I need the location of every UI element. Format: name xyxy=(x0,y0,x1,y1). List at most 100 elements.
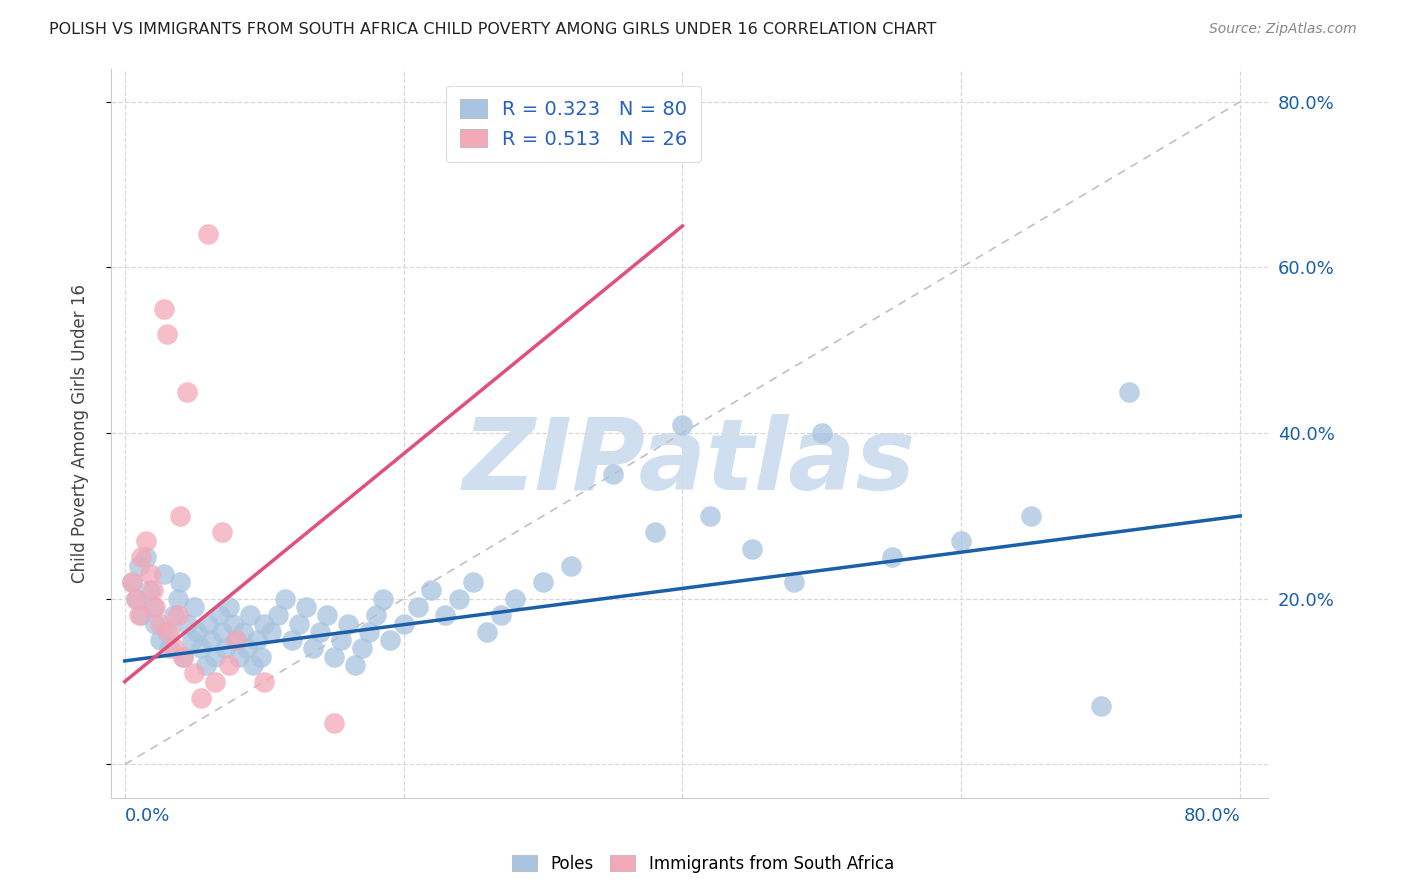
Point xyxy=(172,649,194,664)
Point xyxy=(125,591,148,606)
Point xyxy=(157,641,180,656)
Point xyxy=(449,591,471,606)
Point xyxy=(190,691,212,706)
Point xyxy=(671,417,693,432)
Point xyxy=(228,649,250,664)
Point xyxy=(309,624,332,639)
Point xyxy=(166,608,188,623)
Point xyxy=(152,301,174,316)
Point xyxy=(253,616,276,631)
Text: POLISH VS IMMIGRANTS FROM SOUTH AFRICA CHILD POVERTY AMONG GIRLS UNDER 16 CORREL: POLISH VS IMMIGRANTS FROM SOUTH AFRICA C… xyxy=(49,22,936,37)
Text: Source: ZipAtlas.com: Source: ZipAtlas.com xyxy=(1209,22,1357,37)
Point xyxy=(145,616,167,631)
Point xyxy=(128,608,150,623)
Point xyxy=(783,575,806,590)
Legend: R = 0.323   N = 80, R = 0.513   N = 26: R = 0.323 N = 80, R = 0.513 N = 26 xyxy=(446,86,702,162)
Point xyxy=(392,616,415,631)
Point xyxy=(741,542,763,557)
Point xyxy=(274,591,297,606)
Text: 80.0%: 80.0% xyxy=(1184,807,1240,825)
Point xyxy=(531,575,554,590)
Point xyxy=(503,591,526,606)
Point xyxy=(811,426,834,441)
Point xyxy=(142,600,165,615)
Point xyxy=(204,649,226,664)
Point xyxy=(281,633,304,648)
Point xyxy=(364,608,387,623)
Point xyxy=(316,608,339,623)
Point xyxy=(350,641,373,656)
Point xyxy=(162,641,184,656)
Point xyxy=(602,467,624,482)
Point xyxy=(260,624,283,639)
Point xyxy=(176,384,198,399)
Point xyxy=(1090,699,1112,714)
Point xyxy=(162,608,184,623)
Text: 0.0%: 0.0% xyxy=(125,807,170,825)
Point xyxy=(225,633,247,648)
Point xyxy=(699,508,721,523)
Point xyxy=(148,616,170,631)
Point xyxy=(145,600,167,615)
Point xyxy=(197,616,219,631)
Point xyxy=(242,658,264,673)
Point xyxy=(148,633,170,648)
Point xyxy=(121,575,143,590)
Point xyxy=(880,550,903,565)
Point xyxy=(197,227,219,242)
Point xyxy=(295,600,318,615)
Point xyxy=(211,525,233,540)
Point xyxy=(166,591,188,606)
Point xyxy=(121,575,143,590)
Point xyxy=(420,583,443,598)
Point xyxy=(176,616,198,631)
Point xyxy=(225,633,247,648)
Point xyxy=(186,624,208,639)
Y-axis label: Child Poverty Among Girls Under 16: Child Poverty Among Girls Under 16 xyxy=(72,284,89,582)
Point xyxy=(267,608,290,623)
Point xyxy=(463,575,485,590)
Point xyxy=(155,326,177,341)
Point xyxy=(371,591,394,606)
Point xyxy=(155,624,177,639)
Point xyxy=(142,583,165,598)
Point xyxy=(131,550,153,565)
Point xyxy=(560,558,582,573)
Point xyxy=(214,641,236,656)
Point xyxy=(200,633,222,648)
Point xyxy=(322,649,344,664)
Point xyxy=(190,641,212,656)
Point xyxy=(208,608,231,623)
Point xyxy=(180,633,202,648)
Point xyxy=(135,550,157,565)
Point xyxy=(329,633,352,648)
Point xyxy=(139,583,162,598)
Point xyxy=(246,633,269,648)
Point xyxy=(406,600,429,615)
Point xyxy=(218,600,240,615)
Point xyxy=(222,616,245,631)
Point xyxy=(343,658,366,673)
Point xyxy=(172,649,194,664)
Point xyxy=(322,716,344,731)
Point xyxy=(302,641,325,656)
Point xyxy=(378,633,401,648)
Point xyxy=(128,558,150,573)
Point xyxy=(236,641,259,656)
Point xyxy=(950,533,973,548)
Point xyxy=(125,591,148,606)
Point xyxy=(288,616,311,631)
Point xyxy=(183,600,205,615)
Point xyxy=(336,616,359,631)
Point xyxy=(253,674,276,689)
Point xyxy=(477,624,499,639)
Point xyxy=(131,608,153,623)
Point xyxy=(1019,508,1042,523)
Point xyxy=(169,575,191,590)
Point xyxy=(218,658,240,673)
Point xyxy=(1118,384,1140,399)
Point xyxy=(157,624,180,639)
Point xyxy=(139,566,162,581)
Point xyxy=(135,533,157,548)
Point xyxy=(434,608,457,623)
